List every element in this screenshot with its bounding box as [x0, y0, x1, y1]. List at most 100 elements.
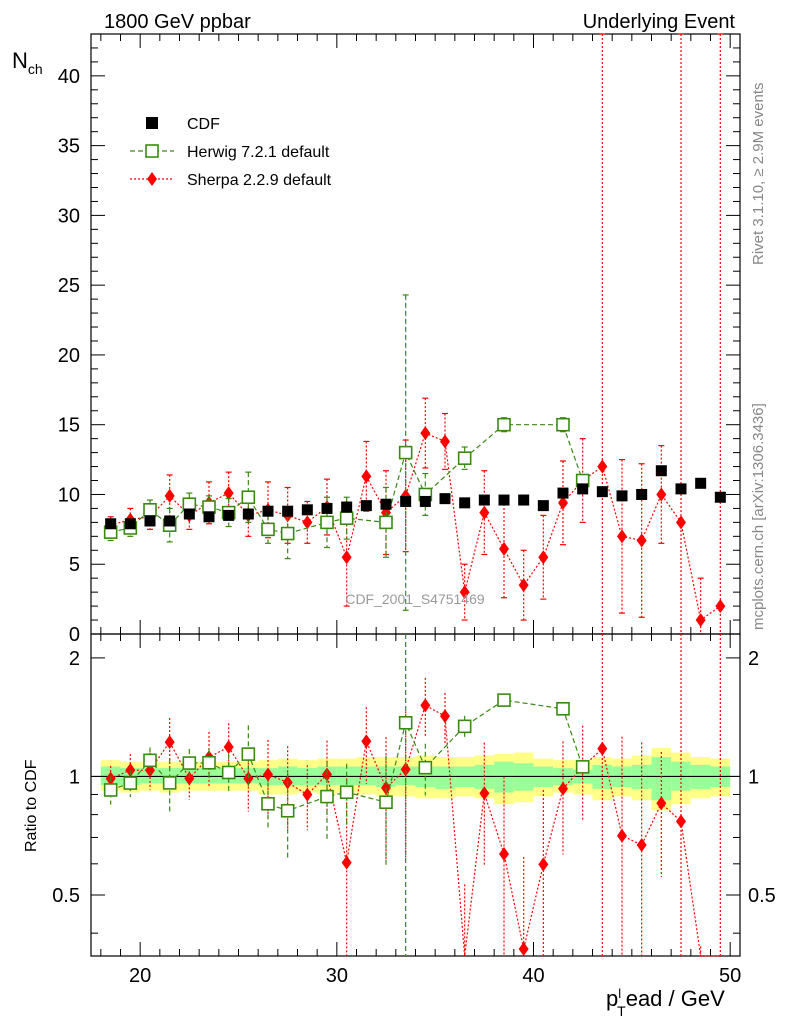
herwig-ratio-point [320, 789, 334, 804]
ratio-band-inner [435, 766, 455, 789]
cdf-point [439, 493, 451, 505]
herwig-point [241, 490, 256, 505]
ratio-band-inner [651, 757, 672, 801]
sherpa-point [361, 469, 372, 484]
cdf-point [321, 502, 333, 514]
sherpa-ratio-point [400, 762, 411, 777]
sherpa-ratio-point [184, 771, 195, 786]
cdf-point [478, 494, 490, 506]
side-text-bottom: mcplots.cern.ch [arXiv:1306.3436] [750, 403, 767, 630]
herwig-point [280, 526, 295, 541]
legend-label-herwig: Herwig 7.2.1 default [187, 144, 330, 161]
watermark: CDF_2001_S4751469 [345, 591, 485, 607]
herwig-point [497, 417, 511, 432]
herwig-ratio-point [123, 776, 138, 790]
cdf-point [459, 497, 471, 509]
sherpa-point [440, 434, 450, 449]
sherpa-point [479, 505, 490, 520]
herwig-ratio-point [418, 760, 433, 775]
sherpa-ratio-point [164, 735, 175, 750]
y-tick-label: 40 [58, 66, 80, 88]
sherpa-point [302, 515, 313, 530]
legend-label-cdf: CDF [187, 116, 220, 133]
title-left: 1800 GeV ppbar [104, 11, 251, 33]
cdf-point [714, 491, 726, 503]
herwig-point [379, 515, 393, 530]
ratio-axis-label: Ratio to CDF [23, 759, 40, 852]
y-axis-label: Nch [12, 48, 43, 77]
y-axis-label-sub: ch [28, 61, 43, 77]
ratio-frame [90, 633, 741, 957]
sherpa-ratio-point [617, 828, 627, 843]
sherpa-point [499, 541, 509, 556]
sherpa-ratio-point [302, 787, 313, 802]
cdf-point [105, 518, 117, 530]
sherpa-ratio-point [499, 847, 509, 862]
y-tick-label: 5 [69, 554, 80, 576]
herwig-ratio-point [575, 760, 590, 774]
sherpa-point [223, 486, 234, 501]
herwig-point [320, 515, 334, 530]
herwig-ratio-point [261, 796, 275, 811]
x-axis-label-sup: l [618, 986, 621, 1001]
sherpa-ratio-point [361, 734, 372, 749]
cdf-point [242, 508, 254, 520]
herwig-ratio-point [162, 776, 177, 790]
y-tick-label: 0 [69, 624, 80, 646]
y-tick-label: 30 [58, 205, 80, 227]
sherpa-ratio-point [636, 837, 647, 852]
sherpa-ratio-point [420, 698, 431, 713]
cdf-point [282, 505, 294, 517]
herwig-ratio-point [497, 693, 511, 707]
x-axis-label-sub: T [617, 1003, 626, 1019]
cdf-point [262, 505, 274, 517]
cdf-point [301, 504, 313, 516]
x-tick-label: 40 [522, 965, 544, 987]
legend-marker-herwig [145, 144, 159, 158]
herwig-point [339, 511, 354, 525]
ratio-tick-label: 2 [69, 648, 80, 670]
sherpa-ratio-line [110, 704, 721, 957]
sherpa-ratio-point [479, 786, 490, 801]
main-panel: 0 5 10 15 20 25 30 35 40 [58, 33, 741, 956]
sherpa-ratio-point [538, 857, 549, 872]
cdf-point [695, 477, 707, 489]
herwig-ratio-point [457, 719, 472, 734]
herwig-ratio-point [280, 803, 295, 818]
cdf-point [655, 465, 667, 477]
sherpa-ratio-point [440, 709, 450, 724]
ratio-tick-label-right: 0.5 [748, 885, 776, 907]
sherpa-point [715, 599, 726, 614]
ratio-tick-label-right: 2 [748, 648, 759, 670]
y-tick-label: 25 [58, 275, 80, 297]
cdf-point [596, 486, 608, 498]
cdf-point [223, 509, 235, 521]
cdf-point [557, 487, 569, 499]
herwig-ratio-point [398, 716, 413, 730]
ratio-tick-label: 0.5 [52, 885, 80, 907]
sherpa-line [110, 432, 721, 622]
sherpa-ratio-point [243, 771, 254, 786]
sherpa-ratio-point [597, 741, 608, 756]
sherpa-point [617, 529, 627, 544]
herwig-ratio-point [202, 755, 216, 770]
cdf-point [360, 500, 372, 512]
sherpa-ratio-point [518, 942, 529, 957]
y-tick-label: 15 [58, 415, 80, 437]
sherpa-ratio-point [558, 781, 568, 796]
sherpa-point [656, 487, 667, 502]
sherpa-ratio-point [676, 814, 686, 829]
legend: CDF Herwig 7.2.1 default Sherpa 2.2.9 de… [130, 116, 332, 189]
sherpa-point [420, 426, 431, 441]
herwig-ratio-point [556, 702, 570, 716]
cdf-point [537, 500, 549, 512]
ratio-tick-label-right: 1 [748, 766, 759, 788]
herwig-ratio-point [241, 747, 256, 761]
herwig-point [457, 451, 472, 465]
herwig-ratio-point [182, 756, 197, 770]
ratio-panel: 20 30 40 50 0.5 0.5 1 1 2 2 [52, 633, 776, 987]
herwig-point [556, 417, 570, 432]
y-tick-label: 20 [58, 345, 80, 367]
side-text-top: Rivet 3.1.10, ≥ 2.9M events [750, 83, 767, 266]
